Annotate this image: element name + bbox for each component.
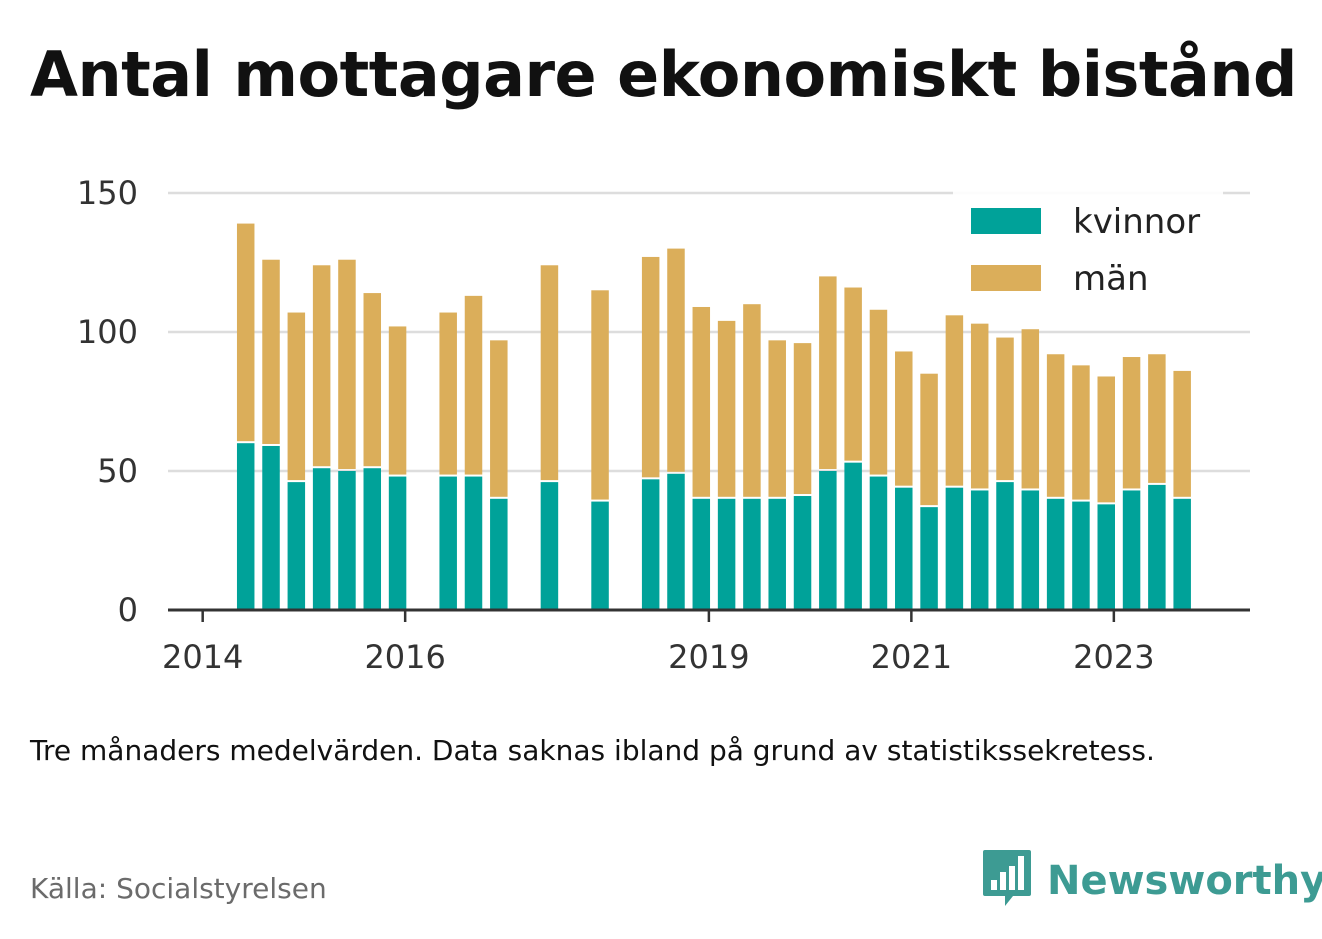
bar-man [768, 340, 786, 497]
bar-kvinnor [287, 482, 306, 610]
bar-kvinnor [1148, 484, 1166, 610]
legend-label-kvinnor: kvinnor [1073, 202, 1200, 242]
bar-kvinnor [540, 482, 559, 610]
bar-man [388, 326, 407, 475]
bar-man [743, 304, 761, 497]
bar-man [844, 287, 862, 461]
bar-man [338, 259, 356, 469]
bar-kvinnor [1046, 498, 1065, 610]
bar-man [540, 265, 559, 481]
bar-kvinnor [338, 471, 356, 610]
bar-kvinnor [641, 479, 660, 610]
bar-man [490, 340, 508, 497]
bar-man [819, 276, 837, 469]
legend-swatch-man [971, 265, 1041, 291]
bar-kvinnor [363, 468, 382, 610]
stacked-bar-chart: 2014 2016 2019 2021 2023 0 50 100 150 kvinnor m… [77, 174, 1250, 676]
bar-kvinnor [388, 476, 407, 610]
bar-kvinnor [869, 476, 888, 610]
bar-man [717, 320, 736, 497]
bar-kvinnor [768, 498, 786, 610]
bar-kvinnor [1122, 490, 1141, 610]
bar-chart-speech-bubble-icon [981, 848, 1033, 914]
bar-kvinnor [1072, 501, 1090, 610]
x-tick-label: 2016 [364, 638, 445, 676]
x-tick-label: 2023 [1073, 638, 1154, 676]
bar-man [1021, 329, 1040, 489]
bar-kvinnor [667, 473, 685, 610]
legend-swatch-kvinnor [971, 208, 1041, 234]
newsworthy-logo: Newsworthy [981, 848, 1322, 914]
bar-man [692, 306, 711, 497]
bar-man [667, 248, 685, 472]
x-ticks: 2014 2016 2019 2021 2023 [162, 610, 1155, 676]
bar-man [920, 373, 938, 506]
bar-kvinnor [970, 490, 989, 610]
y-tick-label: 150 [77, 174, 138, 212]
bar-kvinnor [490, 498, 508, 610]
bar-kvinnor [236, 443, 255, 610]
bar-man [970, 323, 989, 489]
bar-man [895, 351, 913, 486]
bar-man [591, 290, 609, 500]
bar-man [1046, 354, 1065, 497]
bar-kvinnor [717, 498, 736, 610]
brand-name: Newsworthy [1047, 858, 1322, 904]
legend: kvinnor män [953, 188, 1223, 310]
bar-man [1173, 370, 1191, 497]
bar-man [236, 223, 255, 442]
bar-kvinnor [743, 498, 761, 610]
bar-man [312, 265, 331, 467]
bar-man [363, 293, 382, 467]
bar-man [793, 343, 812, 495]
bar-kvinnor [945, 487, 964, 610]
bars [236, 223, 1191, 610]
bar-kvinnor [439, 476, 457, 610]
bar-man [287, 312, 306, 481]
bar-kvinnor [591, 501, 609, 610]
bar-man [1122, 357, 1141, 489]
bar-kvinnor [920, 507, 938, 610]
bar-kvinnor [1097, 504, 1115, 610]
bar-man [1072, 365, 1090, 500]
bar-kvinnor [312, 468, 331, 610]
bar-man [464, 295, 483, 475]
bar-kvinnor [895, 487, 913, 610]
bar-kvinnor [996, 482, 1014, 610]
bar-kvinnor [1021, 490, 1040, 610]
bar-man [869, 309, 888, 475]
bar-man [1097, 376, 1115, 503]
bar-kvinnor [1173, 498, 1191, 610]
bar-man [439, 312, 457, 475]
chart-title: Antal mottagare ekonomiskt bistånd [30, 38, 1297, 111]
bar-man [641, 256, 660, 478]
bar-kvinnor [262, 445, 280, 610]
bar-kvinnor [844, 462, 862, 610]
x-tick-label: 2019 [668, 638, 749, 676]
y-ticks: 0 50 100 150 [77, 174, 138, 629]
bar-kvinnor [464, 476, 483, 610]
source-text: Källa: Socialstyrelsen [30, 872, 327, 905]
bar-man [996, 337, 1014, 481]
legend-label-man: män [1073, 259, 1149, 299]
x-tick-label: 2021 [871, 638, 952, 676]
bar-man [1148, 354, 1166, 483]
chart-note: Tre månaders medelvärden. Data saknas ib… [30, 734, 1155, 767]
bar-man [262, 259, 280, 444]
y-tick-label: 0 [118, 591, 138, 629]
y-tick-label: 50 [97, 452, 138, 490]
bar-man [945, 315, 964, 486]
bar-kvinnor [793, 496, 812, 610]
bar-kvinnor [692, 498, 711, 610]
y-tick-label: 100 [77, 313, 138, 351]
bar-kvinnor [819, 471, 837, 610]
x-tick-label: 2014 [162, 638, 243, 676]
